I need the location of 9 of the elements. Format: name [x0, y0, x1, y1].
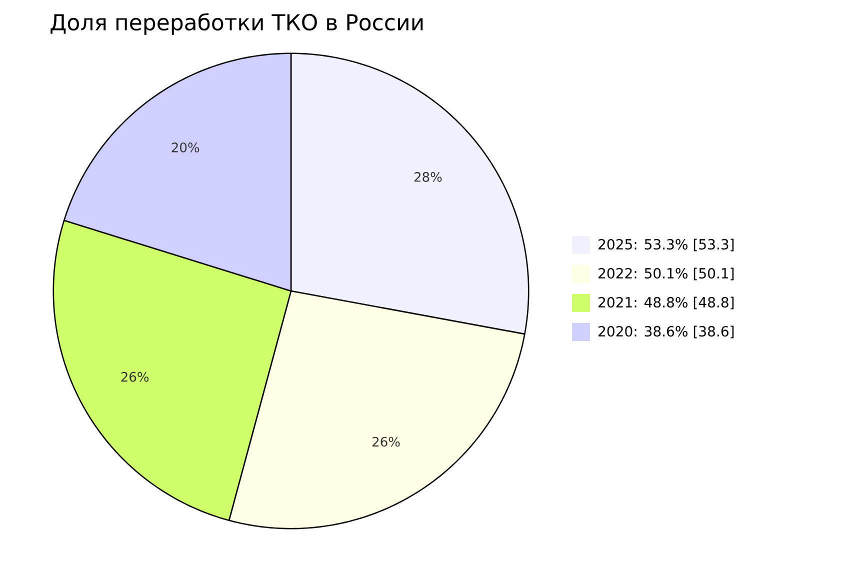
legend-label: 2022: 50.1% [50.1]	[598, 268, 734, 280]
slice-label: 2025: 53.3% [53.3]	[598, 238, 734, 252]
data-label: 28%	[414, 172, 442, 182]
data-label: 26%	[372, 436, 400, 447]
data-label: 20%	[172, 142, 200, 152]
legend-label: 2020: 38.6% [38.6]	[598, 326, 734, 338]
data-label: 26%	[121, 372, 149, 382]
legend-label: 2021: 48.8% [48.8]	[598, 296, 734, 310]
chart-title: Доля переработки ТКО в России	[50, 13, 423, 35]
